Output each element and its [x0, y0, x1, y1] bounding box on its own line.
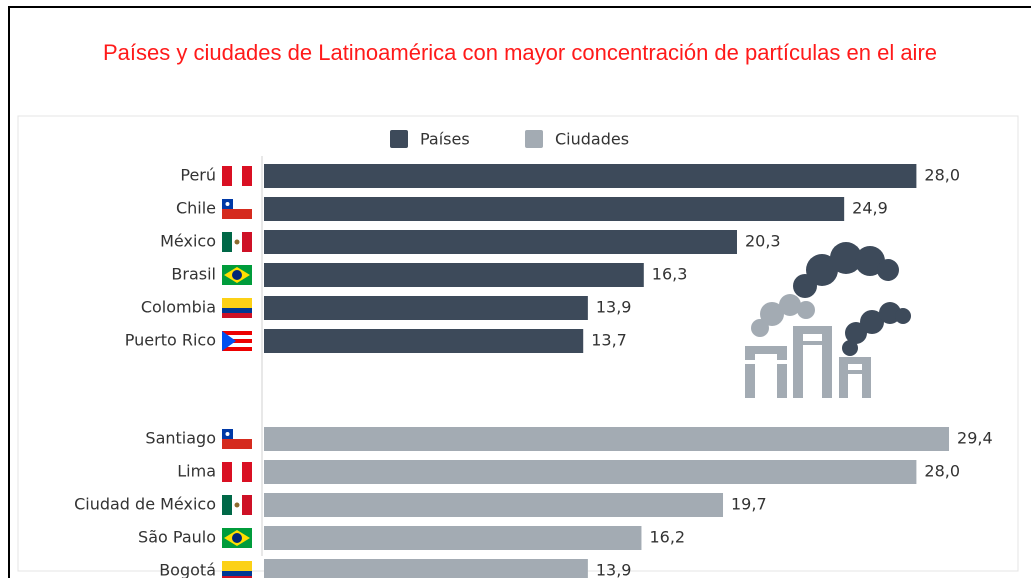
- flag-part: [242, 495, 252, 515]
- flag-part: [232, 533, 242, 543]
- value-label: 28,0: [924, 166, 960, 185]
- flag-part: [222, 571, 252, 576]
- flag-part: [222, 331, 236, 351]
- flag-icon: [222, 331, 252, 351]
- bar: [264, 493, 724, 517]
- category-label: Bogotá: [159, 561, 216, 578]
- flag-part: [222, 313, 252, 318]
- value-label: 13,9: [596, 561, 632, 578]
- flag-icon: [222, 232, 252, 252]
- value-label: 13,7: [591, 331, 627, 350]
- bar: [264, 526, 642, 550]
- category-label: Santiago: [145, 429, 216, 448]
- flag-part: [222, 439, 252, 449]
- flag-part: [242, 166, 252, 186]
- legend-label: Países: [420, 130, 470, 149]
- flag-icon: [222, 561, 252, 578]
- flag-part: [222, 339, 252, 343]
- flag-part: [225, 432, 230, 436]
- flag-part: [242, 232, 252, 252]
- flag-part: [222, 347, 252, 351]
- flag-icon: [222, 462, 252, 482]
- flag-part: [222, 232, 232, 252]
- category-label: São Paulo: [138, 528, 216, 547]
- bar: [264, 296, 588, 320]
- flag-part: [222, 166, 232, 186]
- flag-icon: [222, 166, 252, 186]
- flag-part: [222, 335, 252, 339]
- flag-icon: [222, 199, 252, 219]
- flag-part: [222, 576, 252, 578]
- value-label: 19,7: [731, 495, 767, 514]
- chart: Países Ciudades Perú Chile México Brasil Colom…: [17, 115, 1019, 578]
- value-label: 13,9: [596, 298, 632, 317]
- factory-illustration: [745, 242, 911, 398]
- bar: [264, 329, 584, 353]
- value-label: 24,9: [852, 199, 888, 218]
- legend-swatch: [390, 130, 408, 148]
- flag-icon: [222, 495, 252, 515]
- bar: [264, 164, 917, 188]
- bar: [264, 230, 737, 254]
- category-label: Perú: [180, 166, 216, 185]
- legend-swatch: [525, 130, 543, 148]
- category-label: Puerto Rico: [125, 331, 216, 350]
- flag-part: [222, 462, 232, 482]
- flag-icon: [222, 298, 252, 318]
- flag-part: [222, 298, 252, 308]
- category-label: Chile: [176, 199, 216, 218]
- bar: [264, 559, 588, 578]
- value-label: 16,2: [649, 528, 685, 547]
- flag-icon: [222, 265, 252, 285]
- value-label: 16,3: [652, 265, 688, 284]
- flag-part: [222, 209, 252, 219]
- flag-icon: [222, 429, 252, 449]
- flag-part: [222, 561, 252, 571]
- chart-title: Países y ciudades de Latinoamérica con m…: [102, 40, 938, 65]
- category-label: Colombia: [141, 298, 216, 317]
- legend-label: Ciudades: [555, 130, 629, 149]
- flag-icon: [222, 528, 252, 548]
- flag-part: [234, 239, 240, 245]
- flag-part: [222, 343, 252, 347]
- bar: [264, 427, 950, 451]
- bar: [264, 460, 917, 484]
- value-label: 20,3: [745, 232, 781, 251]
- flag-part: [232, 270, 242, 280]
- flag-part: [225, 202, 230, 206]
- flag-part: [222, 308, 252, 313]
- flag-part: [222, 495, 232, 515]
- bar: [264, 263, 644, 287]
- bar: [264, 197, 845, 221]
- flag-part: [222, 331, 252, 335]
- value-label: 29,4: [957, 429, 993, 448]
- category-label: México: [160, 232, 216, 251]
- category-label: Lima: [177, 462, 216, 481]
- value-label: 28,0: [924, 462, 960, 481]
- chart-frame: Países y ciudades de Latinoamérica con m…: [8, 6, 1031, 578]
- flag-part: [234, 502, 240, 508]
- flag-part: [242, 462, 252, 482]
- category-label: Brasil: [171, 265, 216, 284]
- category-label: Ciudad de México: [74, 495, 216, 514]
